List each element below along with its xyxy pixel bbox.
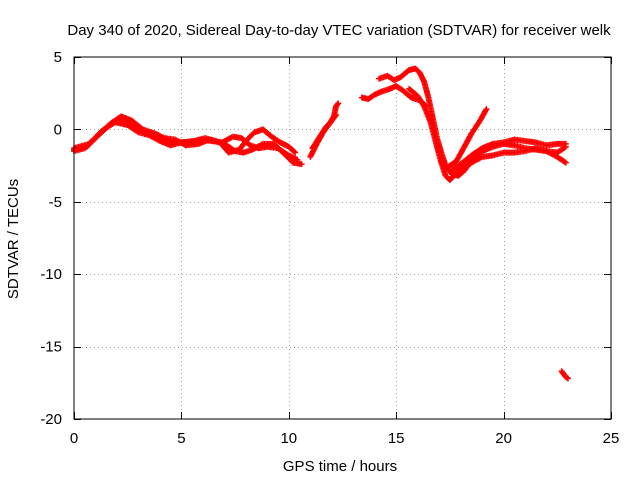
data-track — [558, 368, 572, 382]
data-point — [291, 148, 298, 155]
data-point — [561, 158, 568, 165]
y-tick-label: -10 — [40, 266, 62, 283]
data-point — [332, 113, 339, 120]
y-tick-label: 0 — [54, 121, 62, 138]
data-point — [292, 149, 299, 156]
x-tick-label: 5 — [177, 430, 185, 447]
data-point — [562, 159, 569, 166]
data-track — [309, 111, 340, 152]
y-tick-label: 5 — [54, 49, 62, 66]
x-tick-label: 20 — [495, 430, 512, 447]
x-tick-label: 10 — [280, 430, 297, 447]
grid-lines — [74, 57, 611, 419]
data-points — [71, 65, 572, 382]
y-tick-label: -15 — [40, 339, 62, 356]
data-point — [134, 128, 141, 135]
data-point — [563, 374, 570, 381]
tick-labels: 0 5 10 15 20 25 5 0 -5 -10 -15 -20 — [40, 49, 619, 447]
y-tick-label: -20 — [40, 411, 62, 428]
data-point — [335, 100, 342, 107]
y-tick-label: -5 — [49, 194, 62, 211]
data-track — [457, 145, 569, 175]
x-tick-label: 15 — [388, 430, 405, 447]
x-tick-label: 0 — [70, 430, 78, 447]
data-point — [334, 101, 341, 108]
plot-border — [73, 56, 612, 420]
x-tick-label: 25 — [603, 430, 620, 447]
data-point — [298, 161, 305, 168]
data-track — [444, 106, 490, 171]
data-point — [562, 140, 569, 147]
chart-title: Day 340 of 2020, Sidereal Day-to-day VTE… — [67, 22, 611, 39]
data-point — [565, 375, 572, 382]
x-axis-label: GPS time / hours — [283, 458, 397, 475]
data-track — [71, 119, 305, 168]
data-point — [482, 107, 489, 114]
y-axis-label: SDTVAR / TECUs — [5, 179, 22, 299]
data-point — [333, 111, 340, 118]
data-track — [449, 136, 569, 173]
data-point — [483, 106, 490, 113]
